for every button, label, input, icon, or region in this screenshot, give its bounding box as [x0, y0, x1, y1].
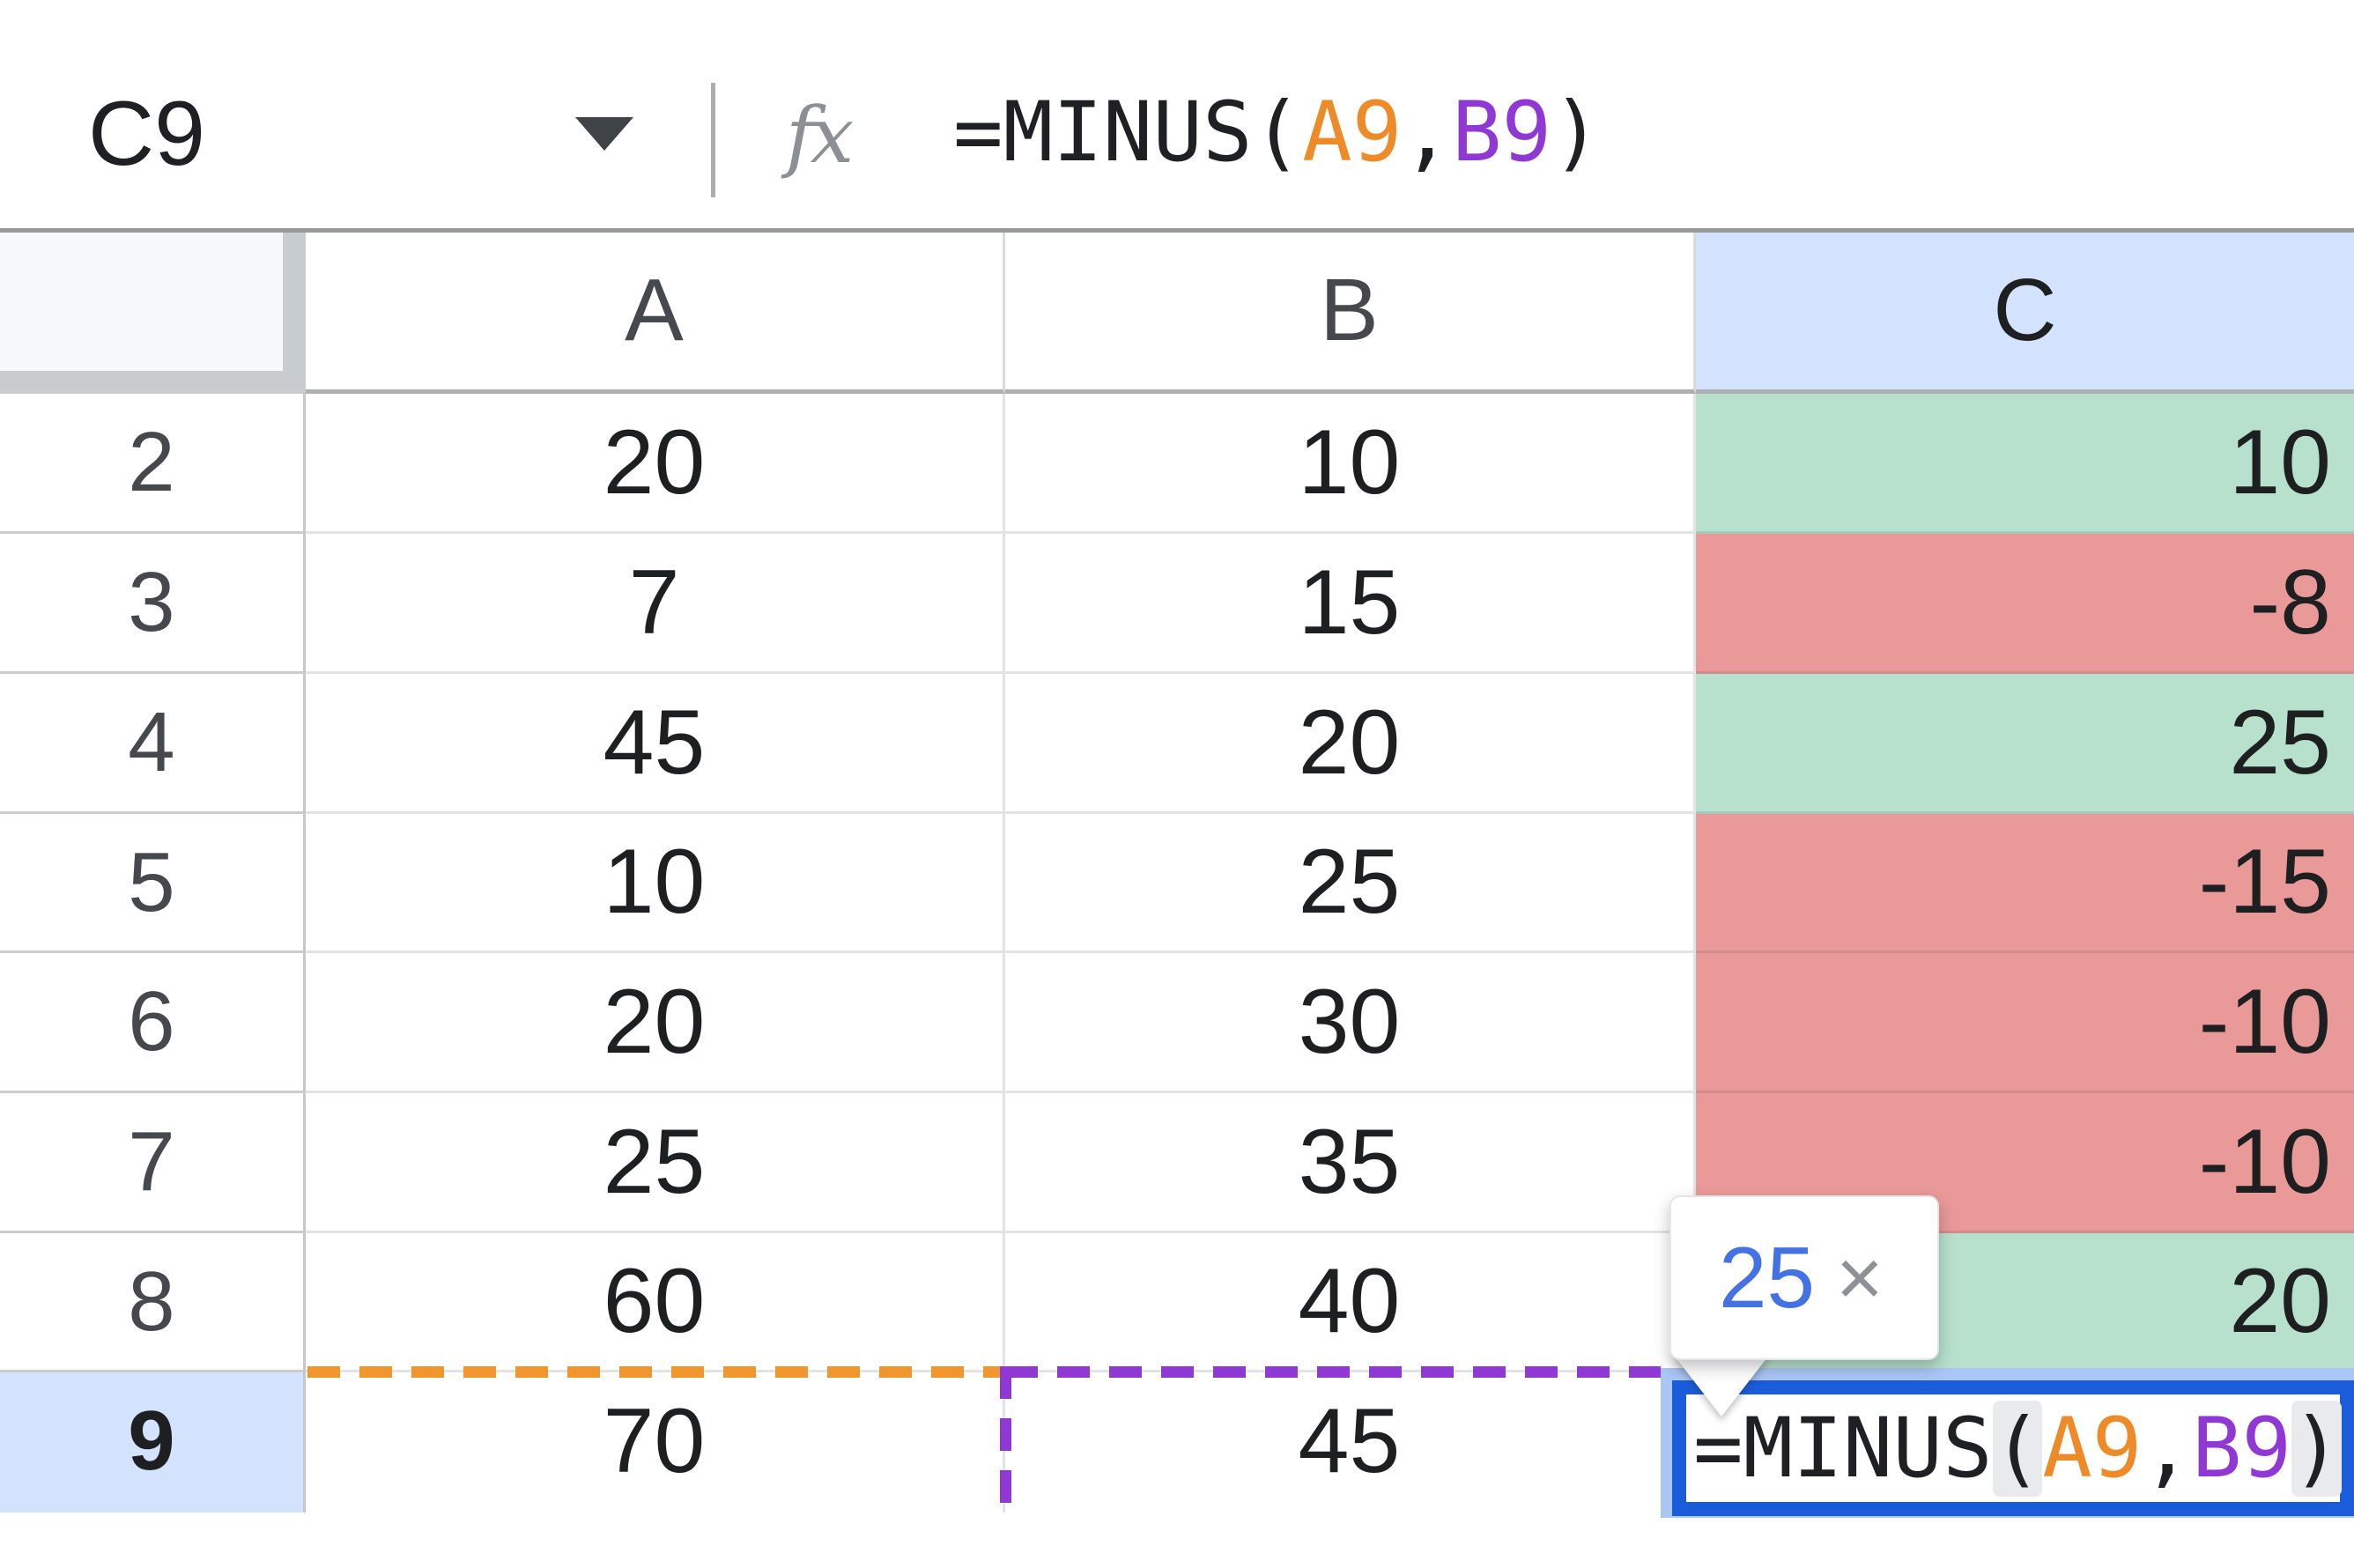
cell-b2[interactable]: 10 [1005, 394, 1696, 534]
cell-c4[interactable]: 25 [1696, 674, 2354, 814]
cell-a8[interactable]: 60 [306, 1233, 1005, 1372]
formula-close-paren: ) [1551, 85, 1602, 181]
close-icon[interactable]: × [1836, 1232, 1884, 1323]
cell-b6[interactable]: 30 [1005, 953, 1696, 1093]
tooltip-arrow [1672, 1353, 1771, 1416]
row-header-5[interactable]: 5 [0, 814, 306, 953]
cell-formula-ref-a9: A9 [2042, 1400, 2143, 1497]
cell-b9[interactable]: 45 [1005, 1372, 1696, 1513]
formula-result-tooltip: 25 × [1669, 1195, 1939, 1360]
cell-a9[interactable]: 70 [306, 1372, 1005, 1513]
formula-result-value: 25 [1719, 1229, 1816, 1326]
fx-icon: fx [786, 90, 854, 181]
cell-c2[interactable]: 10 [1696, 394, 2354, 534]
cell-a7[interactable]: 25 [306, 1093, 1005, 1233]
grid-top-border [0, 228, 2354, 233]
cell-formula-ref-b9: B9 [2191, 1400, 2292, 1497]
cell-formula-open-paren: ( [1992, 1400, 2043, 1497]
active-cell-editor[interactable]: =MINUS(A9, B9) [1672, 1380, 2354, 1516]
chevron-down-icon[interactable] [575, 117, 633, 151]
cell-b8[interactable]: 40 [1005, 1233, 1696, 1372]
formula-separator: , [1402, 85, 1452, 181]
row-header-7[interactable]: 7 [0, 1093, 306, 1233]
formula-text: =MINUS( [953, 85, 1303, 181]
cell-a3[interactable]: 7 [306, 534, 1005, 674]
column-header-a[interactable]: A [306, 233, 1005, 394]
column-header-c-selected[interactable]: C [1696, 233, 2354, 394]
row-header-2[interactable]: 2 [0, 394, 306, 534]
formula-bar-input[interactable]: =MINUS(A9,B9) [953, 85, 1602, 181]
row-header-8[interactable]: 8 [0, 1233, 306, 1372]
cell-formula-close-paren: ) [2291, 1400, 2342, 1497]
reference-border-a9 [307, 1366, 1003, 1378]
formula-ref-b9: B9 [1451, 85, 1552, 181]
row-header-9-selected[interactable]: 9 [0, 1372, 306, 1513]
cell-b4[interactable]: 20 [1005, 674, 1696, 814]
reference-border-b9-left [1000, 1366, 1011, 1513]
cell-a6[interactable]: 20 [306, 953, 1005, 1093]
cell-formula-separator: , [2142, 1400, 2192, 1497]
select-all-corner[interactable] [0, 233, 306, 394]
cell-a5[interactable]: 10 [306, 814, 1005, 953]
row-header-4[interactable]: 4 [0, 674, 306, 814]
cell-b5[interactable]: 25 [1005, 814, 1696, 953]
cell-b7[interactable]: 35 [1005, 1093, 1696, 1233]
cell-a2[interactable]: 20 [306, 394, 1005, 534]
cell-c5[interactable]: -15 [1696, 814, 2354, 953]
formula-ref-a9: A9 [1302, 85, 1403, 181]
name-box[interactable]: C9 [88, 83, 205, 185]
reference-border-b9-top [1005, 1366, 1661, 1378]
toolbar-divider [711, 83, 715, 197]
column-header-b[interactable]: B [1005, 233, 1696, 394]
cell-a4[interactable]: 45 [306, 674, 1005, 814]
row-header-6[interactable]: 6 [0, 953, 306, 1093]
row-header-3[interactable]: 3 [0, 534, 306, 674]
cell-c6[interactable]: -10 [1696, 953, 2354, 1093]
cell-c3[interactable]: -8 [1696, 534, 2354, 674]
cell-b3[interactable]: 15 [1005, 534, 1696, 674]
